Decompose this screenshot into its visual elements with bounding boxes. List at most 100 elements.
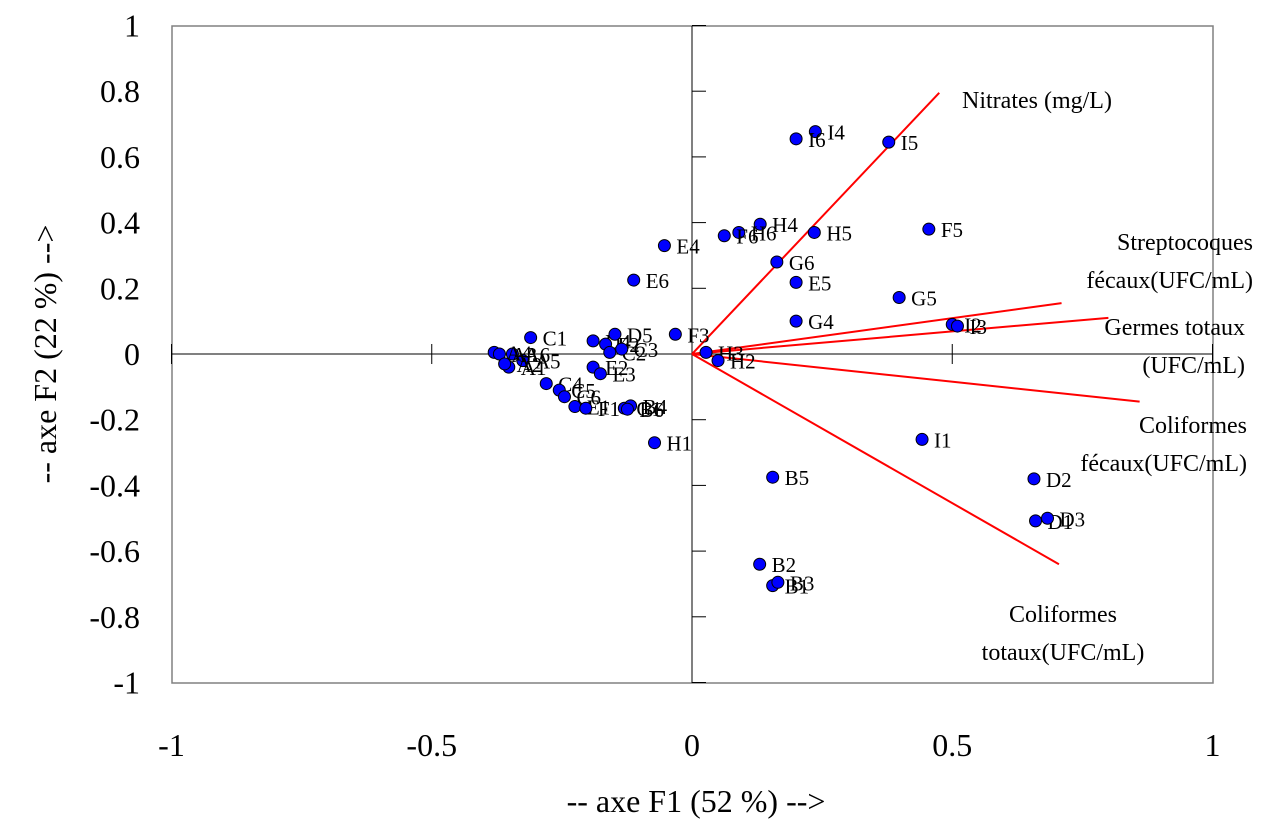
vector-label: Coliformes totaux(UFC/mL) (982, 602, 1145, 666)
data-point (568, 400, 582, 414)
vector-line (691, 302, 1062, 355)
point-label: G1 (636, 397, 662, 421)
vector-line (691, 92, 940, 355)
vector-labels: Nitrates (mg/L) Streptocoques fécaux(UFC/m… (962, 88, 1253, 666)
data-point (699, 345, 713, 359)
point-label: I3 (969, 315, 987, 339)
point-label: D3 (1060, 507, 1086, 531)
data-point (882, 135, 896, 149)
point-label: G4 (808, 310, 834, 334)
point-label: F5 (941, 218, 963, 242)
point-label: H6 (751, 221, 777, 245)
point-label: H5 (826, 221, 852, 245)
point-label: F6 (736, 225, 758, 249)
point-label: E1 (587, 396, 610, 420)
data-point (539, 377, 553, 391)
point-label: G5 (911, 286, 937, 310)
data-point (648, 436, 662, 450)
y-axis-title: -- axe F2 (22 %) --> (27, 225, 63, 484)
y-tick-label: 1 (124, 8, 140, 44)
data-point (807, 225, 821, 239)
data-point (789, 132, 803, 146)
point-label: B6 (639, 398, 664, 422)
vector-line (691, 353, 1140, 403)
vector-line (691, 316, 1109, 355)
data-point (498, 357, 512, 371)
point-label: D5 (627, 323, 653, 347)
data-point (732, 225, 746, 239)
point-label: A3 (511, 343, 537, 367)
point-label: B2 (772, 553, 797, 577)
vector-label: Nitrates (mg/L) (962, 88, 1112, 114)
data-point (915, 432, 929, 446)
point-label: B1 (785, 575, 810, 599)
data-point (753, 557, 767, 571)
data-point (717, 229, 731, 243)
data-point (657, 239, 671, 253)
point-label: F1 (598, 397, 620, 421)
y-tick-label: -0.4 (89, 467, 140, 503)
data-point (766, 470, 780, 484)
y-tick-label: 0.8 (100, 73, 140, 109)
point-label: E3 (612, 363, 635, 387)
x-tick-label: 1 (1205, 727, 1221, 763)
point-label: I4 (827, 121, 845, 145)
vector-label: Streptocoques fécaux(UFC/mL) (1086, 230, 1253, 294)
data-point (627, 273, 641, 287)
data-point (593, 367, 607, 381)
point-label: G6 (789, 251, 815, 275)
point-label: D2 (1046, 468, 1072, 492)
point-label: I1 (934, 428, 952, 452)
y-tick-label: -1 (113, 665, 140, 701)
data-point (808, 125, 822, 139)
data-point (789, 314, 803, 328)
x-tick-label: 0 (684, 727, 700, 763)
tick-labels: -1 -0.5 0 0.5 1 1 0.8 0.6 0.4 0.2 0 -0.2 -0.4 -0.6 -0.… (89, 8, 1220, 764)
data-point (711, 354, 725, 368)
y-tick-label: -0.2 (89, 402, 140, 438)
point-label: E6 (646, 269, 669, 293)
data-point (1041, 511, 1055, 525)
y-tick-label: 0 (124, 336, 140, 372)
data-point (579, 401, 593, 415)
x-tick-label: -1 (158, 727, 185, 763)
data-point (1027, 472, 1041, 486)
y-tick-label: -0.8 (89, 599, 140, 635)
point-label: H4 (772, 213, 798, 237)
data-point (603, 345, 617, 359)
data-point (615, 342, 629, 356)
point-label: H1 (667, 432, 693, 456)
x-axis-title: -- axe F1 (52 %) --> (567, 783, 826, 819)
point-label: I6 (808, 128, 826, 152)
data-point (922, 222, 936, 236)
x-tick-label: 0.5 (932, 727, 972, 763)
point-label: A1 (521, 356, 547, 380)
point-label: H2 (730, 350, 756, 374)
data-point (770, 255, 784, 269)
point-label: F3 (687, 323, 709, 347)
data-point (557, 390, 571, 404)
data-point (789, 275, 803, 289)
data-point (516, 354, 530, 368)
point-label: E4 (676, 235, 700, 259)
y-tick-label: 0.6 (100, 139, 140, 175)
vector-line (691, 353, 1060, 566)
point-label: B4 (643, 395, 668, 419)
point-label: A5 (535, 350, 561, 374)
y-tick-label: 0.2 (100, 270, 140, 306)
point-label: C3 (634, 338, 659, 362)
data-point (753, 217, 767, 231)
data-point (950, 319, 964, 333)
y-tick-label: 0.4 (100, 205, 140, 241)
data-point (771, 575, 785, 589)
point-label: B3 (790, 571, 815, 595)
point-label: C1 (543, 327, 568, 351)
point-label: C5 (571, 379, 596, 403)
data-point (620, 402, 634, 416)
data-point (668, 327, 682, 341)
loading-vectors (691, 92, 1140, 566)
vector-label: Coliformes fécaux(UFC/mL) (1080, 413, 1247, 477)
y-tick-label: -0.6 (89, 533, 140, 569)
